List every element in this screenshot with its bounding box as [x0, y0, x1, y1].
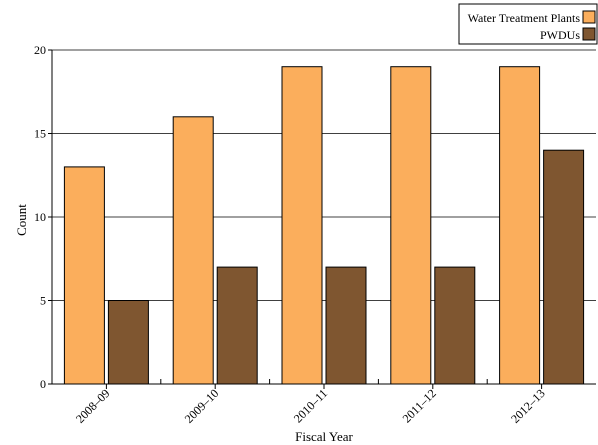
bars	[63, 66, 585, 385]
y-tick-label: 0	[40, 377, 46, 391]
legend: Water Treatment Plants PWDUs	[458, 3, 598, 45]
y-tick-label: 5	[40, 294, 46, 308]
bar-pwdus	[325, 266, 367, 385]
bar-water-treatment-plants	[390, 66, 432, 385]
x-tick-label: 2008–09	[73, 386, 113, 426]
y-axis-label: Count	[14, 204, 29, 236]
legend-swatch-water-treatment-plants	[582, 10, 596, 24]
bar-pwdus	[107, 300, 149, 385]
bar-water-treatment-plants	[63, 166, 105, 385]
legend-label-water-treatment-plants: Water Treatment Plants	[468, 11, 581, 25]
bar-pwdus	[543, 149, 585, 385]
y-tick-label: 20	[34, 43, 46, 57]
y-tick-labels: 0 5 10 15 20	[34, 43, 52, 391]
legend-box	[458, 3, 598, 45]
x-axis-label: Fiscal Year	[295, 429, 353, 444]
x-tick-label: 2009–10	[182, 386, 222, 426]
x-tick-label: 2010–11	[291, 386, 330, 425]
bar-pwdus	[434, 266, 476, 385]
y-tick-label: 15	[34, 127, 46, 141]
bar-water-treatment-plants	[172, 116, 214, 385]
bar-water-treatment-plants	[499, 66, 541, 385]
x-tick-label: 2012–13	[508, 386, 548, 426]
x-tick-label: 2011–12	[400, 386, 439, 425]
y-tick-label: 10	[34, 210, 46, 224]
legend-swatch-pwdus	[582, 27, 596, 41]
legend-label-pwdus: PWDUs	[540, 28, 580, 42]
bar-water-treatment-plants	[281, 66, 323, 385]
x-tick-labels: 2008–09 2009–10 2010–11 2011–12 2012–13	[73, 379, 548, 426]
bar-pwdus	[216, 266, 258, 385]
